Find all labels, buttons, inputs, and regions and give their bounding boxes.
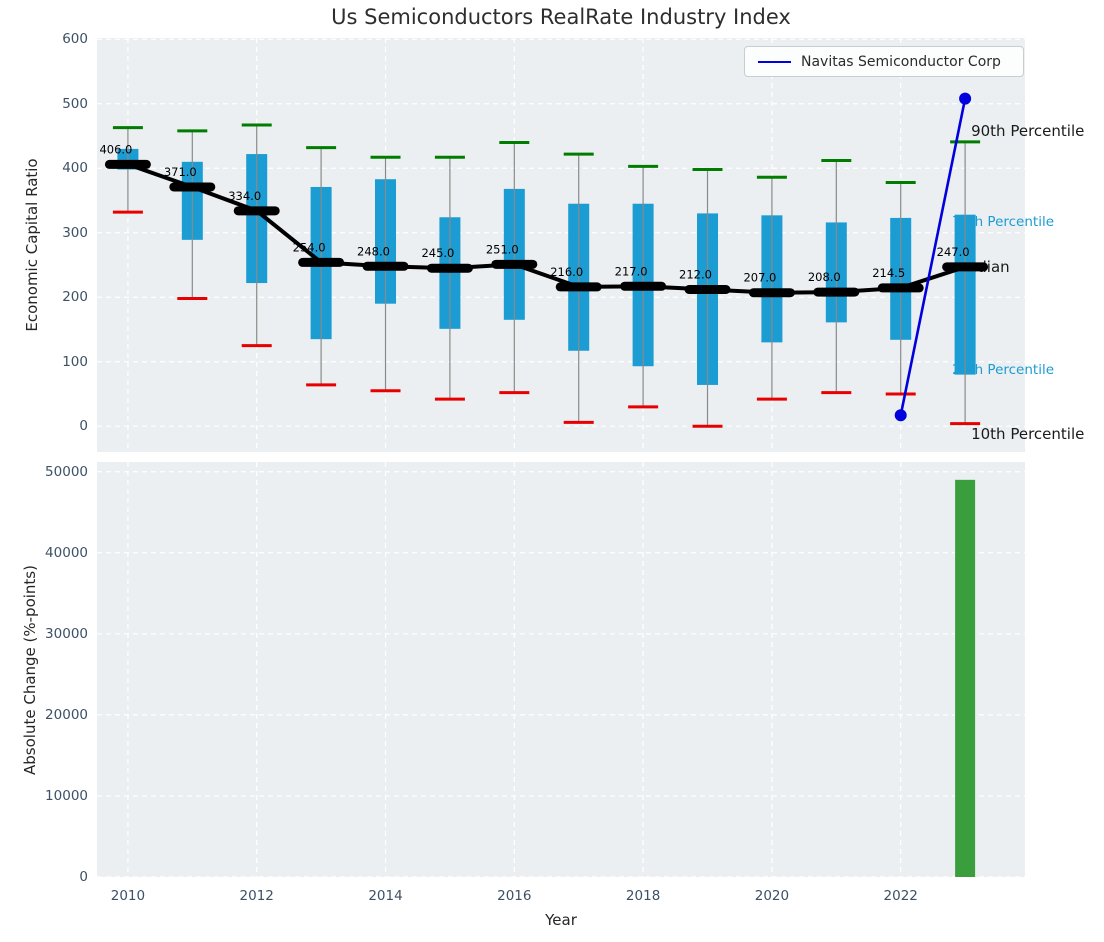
xtick-2014: 2014 [368, 888, 403, 904]
legend: Navitas Semiconductor Corp [744, 46, 1024, 77]
legend-label: Navitas Semiconductor Corp [801, 53, 1001, 70]
top-ytick-300: 300 [62, 224, 88, 241]
chart-title: Us Semiconductors RealRate Industry Inde… [331, 5, 791, 29]
top-ytick-200: 200 [62, 289, 88, 306]
top-ytick-500: 500 [62, 95, 88, 112]
top-ytick-0: 0 [79, 418, 88, 435]
bottom-ytick-20000: 20000 [45, 706, 88, 723]
xtick-2020: 2020 [754, 888, 790, 904]
annotation-10th-percentile: 10th Percentile [971, 424, 1085, 443]
bottom-ytick-0: 0 [79, 869, 88, 885]
xtick-2018: 2018 [625, 888, 661, 904]
top-ytick-100: 100 [62, 353, 88, 370]
top-ytick-400: 400 [62, 160, 88, 177]
annotation-median: Median [955, 257, 1010, 276]
bottom-y-axis-label: Absolute Change (%-points) [21, 565, 39, 775]
annotation-90th-percentile: 90th Percentile [971, 121, 1085, 140]
bottom-ytick-30000: 30000 [45, 625, 88, 642]
bottom-ytick-10000: 10000 [45, 787, 88, 804]
bottom-ytick-50000: 50000 [45, 463, 88, 480]
bottom-ytick-40000: 40000 [45, 544, 88, 561]
top-plot-background [97, 38, 1025, 452]
top-ytick-600: 600 [62, 31, 88, 48]
xtick-2012: 2012 [239, 888, 274, 904]
bottom-plot-background [97, 462, 1025, 877]
annotation-25th-percentile: 25th Percentile [952, 361, 1055, 378]
legend-line-swatch-icon [758, 60, 791, 63]
xtick-2010: 2010 [110, 888, 146, 904]
annotation-75th-percentile: 75th Percentile [952, 213, 1055, 230]
xtick-2022: 2022 [883, 888, 918, 904]
x-axis-label: Year [545, 911, 577, 929]
xtick-2016: 2016 [497, 888, 532, 904]
